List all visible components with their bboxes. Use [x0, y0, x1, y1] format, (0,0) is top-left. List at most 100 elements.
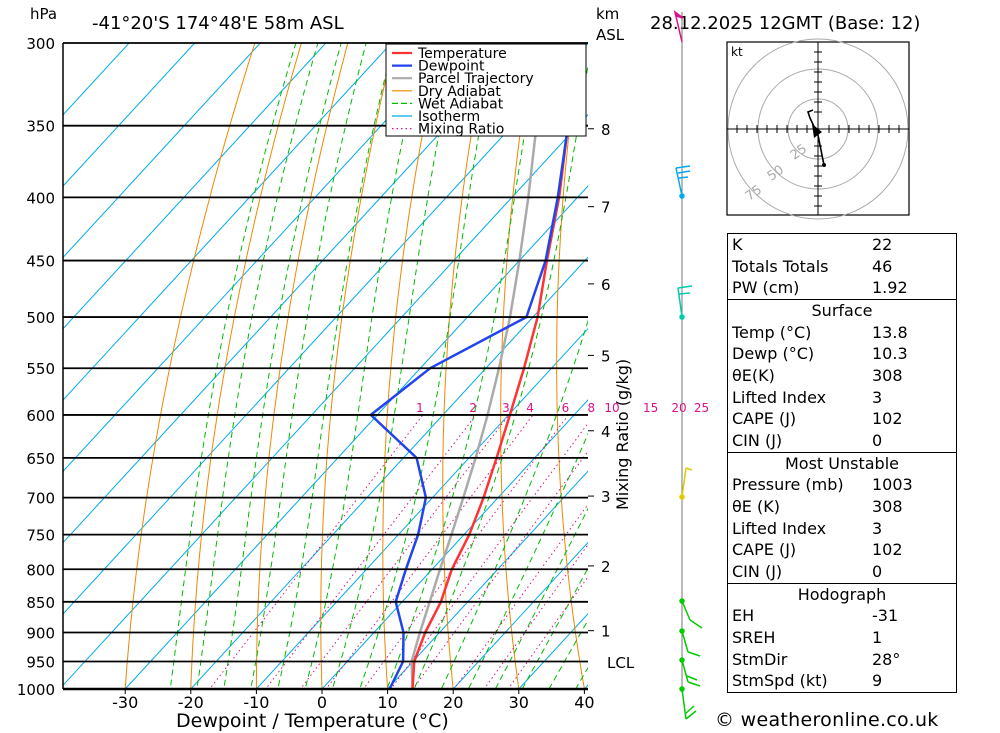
- isotherm-line: [63, 43, 393, 401]
- hodograph-trace: [807, 109, 825, 166]
- pressure-label: 500: [26, 309, 55, 327]
- legend-label: Temperature: [417, 46, 507, 62]
- storm-motion-marker: [812, 124, 822, 138]
- mixing-ratio-line: [412, 450, 588, 689]
- x-tick-label: -10: [243, 693, 269, 712]
- lcl-label: LCL: [607, 654, 635, 672]
- hodograph: kt 25 50 75: [726, 38, 910, 220]
- height-unit-km: km: [596, 5, 619, 23]
- mu-row: θE (K) 308: [732, 496, 903, 516]
- height-tick-label: 2: [601, 558, 611, 576]
- mu-row: Pressure (mb) 1003: [732, 475, 913, 495]
- height-tick-label: 8: [601, 121, 611, 139]
- index-row-totals: Totals Totals 46: [732, 256, 893, 276]
- surface-row: Temp (°C) 13.8: [732, 322, 908, 342]
- wet-adiabat-line: [521, 567, 588, 689]
- dry-adiabat-line: [994, 0, 1000, 715]
- hodograph-unit: kt: [731, 45, 743, 59]
- wind-barb-300: [673, 10, 684, 43]
- x-tick-label: 40: [574, 693, 594, 712]
- x-tick-label: 20: [443, 693, 463, 712]
- mixing-ratio-lines: [208, 414, 588, 689]
- surface-row: Dewp (°C) 10.3: [732, 344, 908, 364]
- mixing-ratio-line: [507, 576, 588, 689]
- pressure-unit-label: hPa: [30, 5, 57, 23]
- hodograph-section-title: Hodograph: [728, 582, 956, 606]
- wet-adiabat-line: [250, 43, 367, 689]
- mu-row: Lifted Index 3: [732, 518, 883, 538]
- x-tick-label: 0: [317, 693, 327, 712]
- wet-adiabat-line: [548, 619, 588, 689]
- most-unstable-section-title: Most Unstable: [728, 451, 956, 475]
- x-tick-label: 30: [509, 693, 529, 712]
- surface-row: θE(K) 308: [732, 365, 903, 385]
- wet-adiabat-line: [196, 43, 319, 689]
- surface-row: Lifted Index 3: [732, 387, 883, 407]
- dry-adiabat-line: [255, 43, 349, 689]
- legend-label: Mixing Ratio: [418, 122, 504, 138]
- isotherm-line: [255, 327, 588, 689]
- footer-credit: © weatheronline.co.uk: [715, 709, 939, 731]
- axis-labels: 3003504004505005506006507007508008509009…: [17, 35, 611, 712]
- pressure-label: 450: [26, 253, 55, 271]
- isotherm-line: [63, 43, 196, 187]
- pressure-gridlines: [62, 42, 588, 691]
- pressure-label: 850: [26, 594, 55, 612]
- mixing-ratio-label: 4: [526, 401, 534, 415]
- surface-row: CAPE (J) 102: [732, 409, 903, 429]
- legend-label: Wet Adiabat: [418, 96, 504, 112]
- isotherm-line: [386, 470, 588, 689]
- wet-adiabat-line: [494, 507, 588, 689]
- height-tick-label: 1: [601, 623, 611, 641]
- mixing-ratio-label: 10: [604, 401, 619, 415]
- surface-section: Temp (°C) 13.8 Dewp (°C) 10.3 θE(K) 308 Lif…: [728, 322, 956, 452]
- mixing-ratio-label: 8: [588, 401, 596, 415]
- dry-adiabat-line: [124, 43, 256, 689]
- mixing-ratio-line: [299, 414, 510, 689]
- height-tick-label: 3: [601, 488, 611, 506]
- wet-adiabat-line: [223, 43, 342, 689]
- wet-adiabat-line: [359, 43, 497, 689]
- wet-adiabat-line: [169, 43, 297, 689]
- dry-adiabat-line: [664, 0, 723, 715]
- mixing-ratio-axis-title: Mixing Ratio (g/kg): [613, 359, 632, 510]
- isotherm-line: [190, 256, 588, 689]
- wind-barb-700: [679, 467, 693, 500]
- datetime-title: 28.12.2025 12GMT (Base: 12): [650, 13, 920, 34]
- isotherm-line: [63, 43, 327, 330]
- legend-label: Dry Adiabat: [418, 84, 501, 100]
- pressure-label: 1000: [17, 681, 55, 699]
- mixing-ratio-line: [265, 414, 477, 689]
- mu-row: CIN (J) 0: [732, 561, 883, 581]
- mixing-ratio-label: 6: [562, 401, 570, 415]
- mixing-ratio-label: 3: [502, 401, 510, 415]
- pressure-label: 300: [26, 35, 55, 53]
- height-tick-label: 7: [601, 199, 611, 217]
- wind-barbs-low: [679, 598, 703, 720]
- hodograph-section: EH -31 SREH 1 StmDir 28° StmSpd (kt) 9: [728, 605, 956, 692]
- pressure-label: 800: [26, 561, 55, 579]
- pressure-label: 700: [26, 490, 55, 508]
- isotherm-line: [63, 43, 261, 259]
- isotherm-line: [63, 113, 588, 687]
- mixing-ratio-line: [362, 414, 569, 689]
- height-tick-label: 4: [601, 423, 611, 441]
- most-unstable-section: Pressure (mb) 1003 θE (K) 308 Lifted Index…: [728, 474, 956, 582]
- height-tick-label: 6: [601, 276, 611, 294]
- wind-barb-500: [677, 285, 693, 320]
- mixing-ratio-line: [208, 414, 424, 689]
- hodo-row: StmSpd (kt) 9: [732, 671, 883, 691]
- hodograph-ticks: [736, 51, 900, 207]
- wind-profile: [673, 10, 703, 720]
- legend-label: Dewpoint: [418, 59, 485, 75]
- mixing-ratio-label: 1: [416, 401, 424, 415]
- mixing-ratio-labels: 1 2 3 4 6 8 10 15 20 25: [416, 401, 709, 415]
- x-axis-title: Dewpoint / Temperature (°C): [176, 710, 449, 732]
- isotherm-line: [124, 185, 588, 689]
- pressure-label: 750: [26, 527, 55, 545]
- x-tick-label: -30: [112, 693, 138, 712]
- hodo-row: StmDir 28°: [732, 649, 901, 669]
- height-tick-label: 5: [601, 347, 611, 365]
